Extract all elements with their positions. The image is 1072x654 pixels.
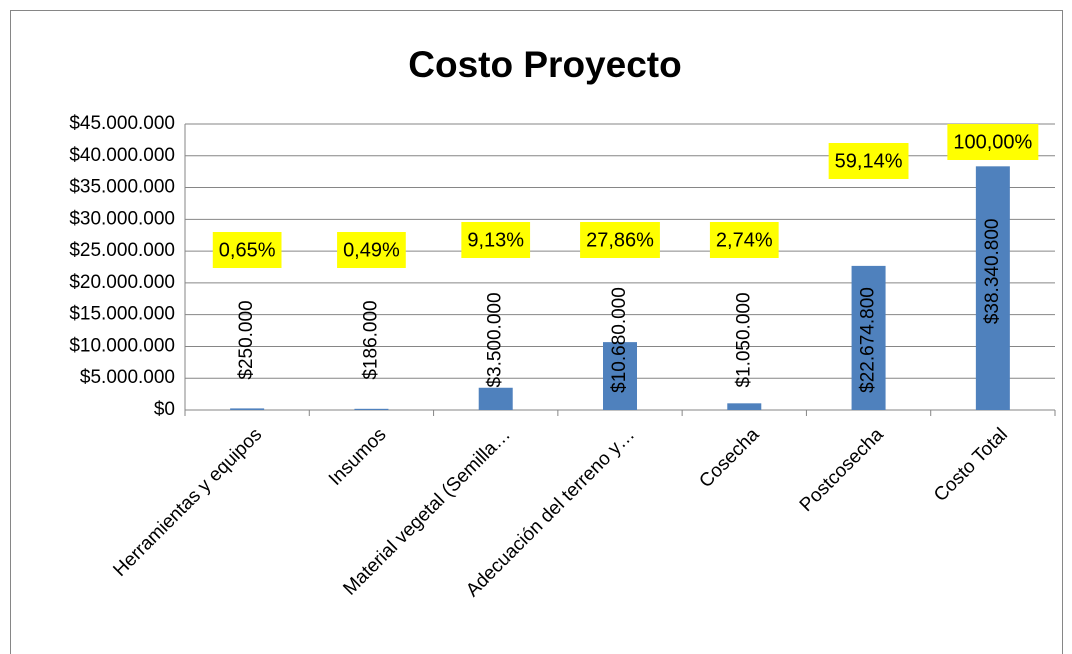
annotation: 0,49%: [343, 239, 400, 261]
y-tick-label: $25.000.000: [69, 240, 175, 261]
value-label: $1.050.000: [733, 292, 754, 387]
y-tick-label: $40.000.000: [69, 145, 175, 166]
bar: [975, 166, 1010, 410]
annotation: 0,65%: [219, 239, 276, 261]
bar: [354, 408, 389, 410]
chart-title: Costo Proyecto: [408, 44, 681, 85]
annotation-box: [212, 232, 282, 268]
value-label: $22.674.800: [858, 287, 879, 393]
y-tick-label: $5.000.000: [80, 367, 175, 388]
bar: [478, 387, 513, 410]
annotation: 2,74%: [716, 229, 773, 251]
annotation-box: [709, 222, 779, 258]
value-label: $38.340.800: [982, 218, 1003, 324]
y-tick-label: $10.000.000: [69, 335, 175, 356]
bar: [727, 403, 762, 410]
annotation-box: [580, 222, 660, 258]
chart-border: [10, 10, 1063, 654]
value-label: $186.000: [360, 300, 381, 379]
y-tick-label: $45.000.000: [69, 113, 175, 134]
y-tick-label: $0: [154, 399, 175, 420]
bar: [603, 342, 637, 410]
annotation-box: [828, 143, 909, 179]
y-tick-label: $30.000.000: [69, 208, 175, 229]
annotation: 100,00%: [953, 131, 1032, 153]
annotation-box: [337, 232, 406, 268]
y-tick-label: $15.000.000: [69, 304, 175, 325]
value-label: $10.680.000: [609, 287, 630, 393]
value-label: $3.500.000: [485, 292, 506, 387]
annotation: 27,86%: [586, 229, 654, 251]
bar: [851, 265, 886, 410]
y-tick-label: $35.000.000: [69, 177, 175, 198]
bar: [230, 408, 265, 410]
value-label: $250.000: [236, 300, 257, 379]
annotation: 59,14%: [835, 150, 903, 172]
annotation-box: [461, 222, 531, 258]
y-tick-label: $20.000.000: [69, 272, 175, 293]
annotation-box: [947, 124, 1039, 160]
annotation: 9,13%: [467, 229, 524, 251]
